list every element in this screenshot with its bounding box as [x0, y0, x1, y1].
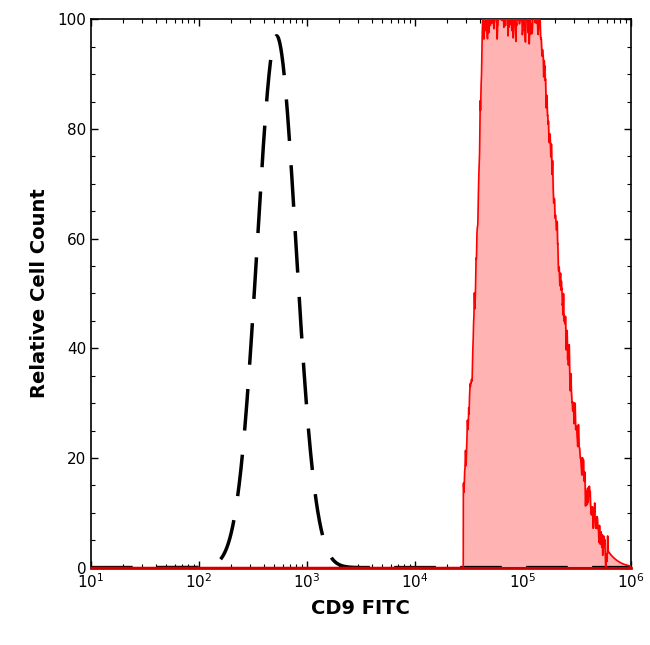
X-axis label: CD9 FITC: CD9 FITC — [311, 599, 410, 619]
Y-axis label: Relative Cell Count: Relative Cell Count — [30, 188, 49, 399]
